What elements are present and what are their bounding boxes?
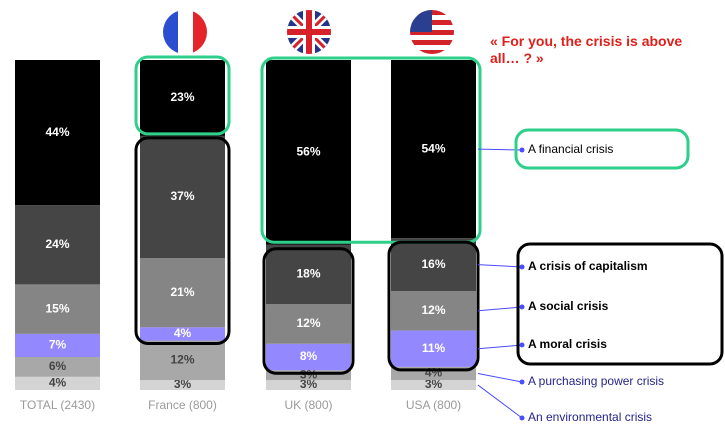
flag-france (163, 10, 207, 54)
value-label: 24% (45, 237, 69, 251)
x-tick-label: TOTAL (2430) (20, 398, 95, 412)
bar-segment (15, 357, 100, 377)
bar-segment (266, 304, 351, 344)
highlight-box (134, 136, 231, 345)
bar-segment (266, 343, 351, 371)
connector-dot (519, 342, 525, 348)
legend-label: A crisis of capitalism (528, 259, 648, 273)
connector-dot (519, 147, 525, 153)
bar-segment (140, 327, 225, 341)
bar-segment (391, 380, 476, 390)
connector-dot (519, 304, 525, 310)
highlight-box (134, 55, 231, 136)
value-label: 4% (174, 326, 192, 340)
value-label: 16% (421, 257, 445, 271)
value-label: 56% (296, 145, 320, 159)
value-label: 6% (49, 359, 67, 373)
value-label: 21% (170, 285, 194, 299)
legend-label: A social crisis (528, 299, 609, 313)
value-label: 44% (45, 125, 69, 139)
connector (477, 306, 523, 312)
value-label: 8% (300, 349, 318, 363)
value-label: 3% (174, 377, 192, 391)
connector (477, 344, 523, 350)
value-label: 3% (425, 377, 443, 391)
highlight-box (262, 247, 355, 375)
bar-segment (391, 330, 476, 367)
value-label: 54% (421, 141, 445, 155)
flag-usa (410, 10, 454, 54)
bar-segment (15, 60, 100, 206)
bar-segment (266, 380, 351, 390)
bar-segment (15, 205, 100, 285)
value-label: 12% (296, 316, 320, 330)
x-tick-label: UK (800) (284, 398, 332, 412)
value-label: 4% (49, 376, 67, 390)
value-label: 4% (425, 366, 443, 380)
bar-segment (391, 291, 476, 331)
bar-segment (266, 60, 351, 245)
bar-segment (140, 380, 225, 390)
connector (477, 384, 523, 419)
value-label: 37% (170, 189, 194, 203)
connector-dot (519, 379, 525, 385)
bar-segment (140, 340, 225, 381)
legend-box (514, 128, 690, 170)
bar-segment (15, 284, 100, 334)
x-tick-label: USA (800) (406, 398, 461, 412)
value-label: 15% (45, 301, 69, 315)
value-label: 12% (170, 352, 194, 366)
legend-label: A purchasing power crisis (528, 374, 664, 388)
value-label: 23% (170, 90, 194, 104)
legend-label: An environmental crisis (528, 410, 652, 424)
value-label: 3% (300, 377, 318, 391)
bar-segment (266, 370, 351, 381)
connector-dot (519, 415, 525, 421)
bar-segment (15, 333, 100, 357)
bar-segment (266, 244, 351, 305)
bar-segment (391, 238, 476, 291)
connector (477, 264, 523, 268)
bar-segment (15, 376, 100, 390)
flag-uk (287, 10, 331, 54)
bar-segment (391, 60, 476, 239)
question-title: « For you, the crisis is above all… ? » (490, 33, 683, 66)
bar-segment (140, 258, 225, 328)
value-label: 7% (49, 338, 67, 352)
value-label: 18% (296, 267, 320, 281)
connector-dot (519, 264, 525, 270)
legend-label: A moral crisis (528, 337, 607, 351)
bar-segment (140, 135, 225, 258)
connector (477, 373, 523, 383)
highlight-box (387, 240, 480, 372)
bar-segment (140, 60, 225, 136)
highlight-box (260, 56, 482, 244)
value-label: 11% (422, 341, 446, 355)
legend-box (516, 242, 724, 366)
x-tick-label: France (800) (148, 398, 217, 412)
legend-label: A financial crisis (528, 142, 613, 156)
value-label: 12% (421, 303, 445, 317)
